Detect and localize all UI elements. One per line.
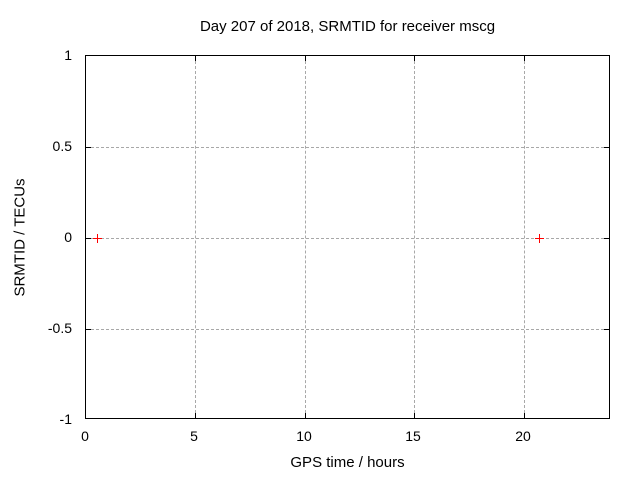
y-tick-mark-right [604, 238, 609, 239]
plus-marker-vertical [539, 234, 540, 243]
y-tick-mark-left [86, 147, 91, 148]
y-tick-label: -0.5 [47, 320, 72, 336]
x-tick-mark-top [414, 56, 415, 61]
x-tick-mark-top [305, 56, 306, 61]
x-tick-mark-top [195, 56, 196, 61]
x-tick-label: 0 [81, 428, 89, 444]
x-tick-mark-bottom [524, 413, 525, 418]
x-gridline [414, 56, 415, 418]
y-gridline [86, 238, 609, 239]
y-tick-label: 0 [64, 229, 72, 245]
y-tick-mark-left [86, 329, 91, 330]
y-gridline [86, 329, 609, 330]
x-tick-label: 10 [296, 428, 312, 444]
x-tick-mark-bottom [414, 413, 415, 418]
y-tick-label: 0.5 [52, 138, 72, 154]
x-gridline [305, 56, 306, 418]
y-tick-mark-left [86, 238, 91, 239]
y-tick-mark-right [604, 329, 609, 330]
x-gridline [524, 56, 525, 418]
x-gridline [195, 56, 196, 418]
y-axis-label-container: SRMTID / TECUs [8, 55, 32, 419]
x-axis-label: GPS time / hours [290, 454, 405, 471]
x-tick-mark-top [524, 56, 525, 61]
y-gridline [86, 147, 609, 148]
y-tick-label: -1 [59, 411, 72, 427]
y-axis-label: SRMTID / TECUs [11, 177, 29, 297]
x-tick-label: 15 [405, 428, 421, 444]
plot-area [85, 55, 610, 419]
plus-marker-vertical [97, 234, 98, 243]
x-tick-label: 5 [190, 428, 198, 444]
chart-title: Day 207 of 2018, SRMTID for receiver msc… [199, 18, 496, 35]
y-tick-mark-right [604, 147, 609, 148]
x-tick-label: 20 [515, 428, 531, 444]
x-tick-mark-bottom [305, 413, 306, 418]
x-tick-mark-bottom [195, 413, 196, 418]
y-tick-label: 1 [64, 47, 72, 63]
